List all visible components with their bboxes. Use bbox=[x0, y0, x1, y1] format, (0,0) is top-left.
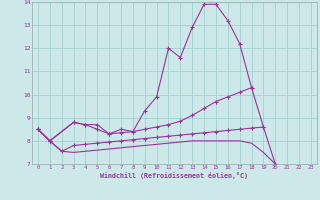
X-axis label: Windchill (Refroidissement éolien,°C): Windchill (Refroidissement éolien,°C) bbox=[100, 172, 248, 179]
